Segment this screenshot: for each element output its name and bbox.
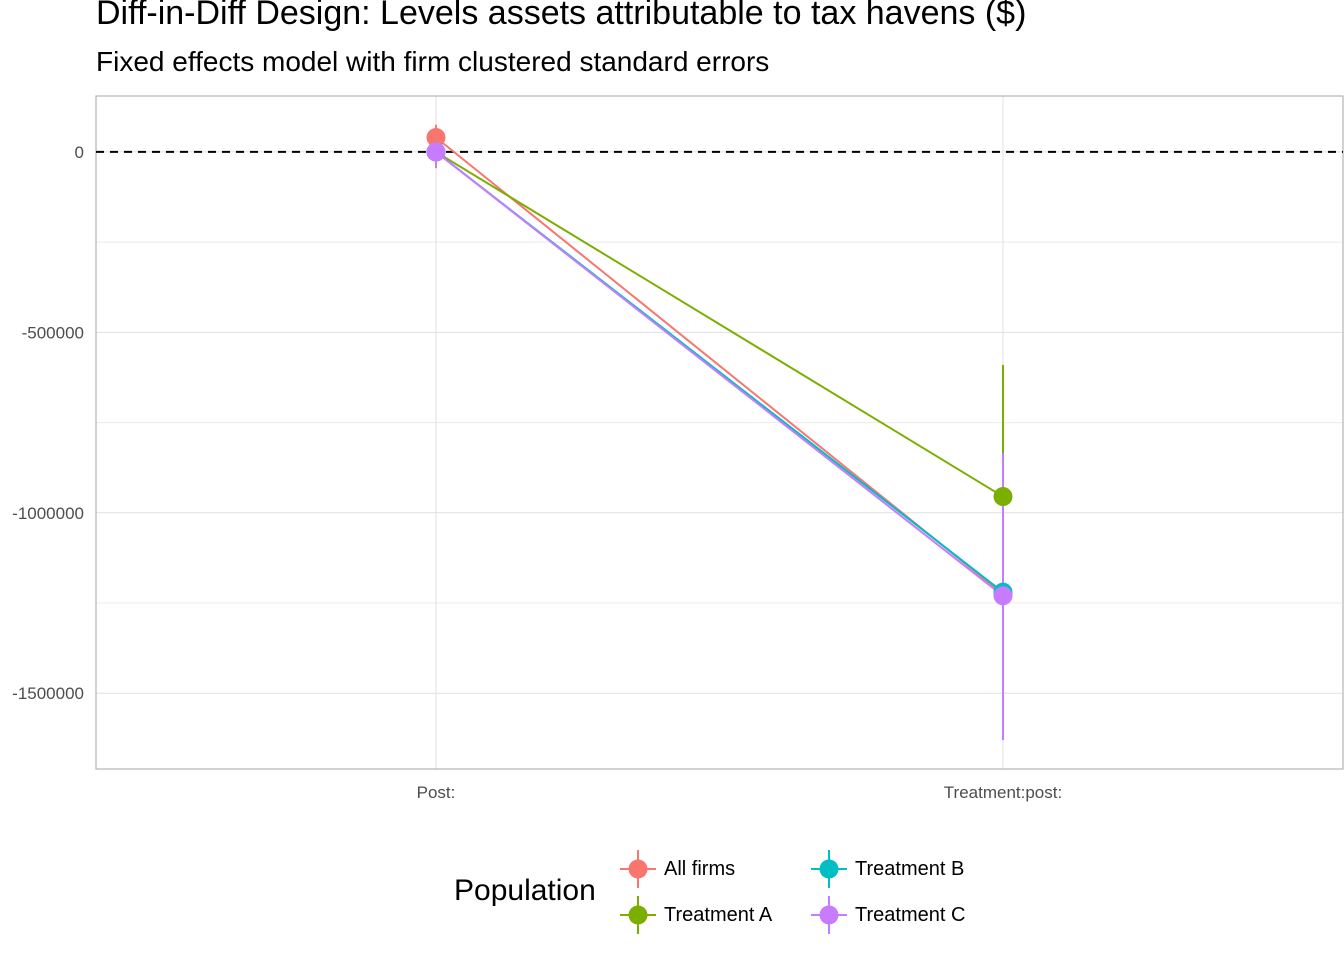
series-points bbox=[426, 142, 1013, 606]
data-point bbox=[993, 586, 1013, 606]
legend-item: Treatment C bbox=[809, 895, 965, 935]
series-all-firms bbox=[435, 124, 1004, 595]
legend-key-point bbox=[628, 905, 648, 925]
legend-label: All firms bbox=[664, 857, 736, 880]
legend-key-icon bbox=[620, 850, 656, 888]
legend: Population All firms Treatment A Treatment… bbox=[454, 846, 1014, 946]
series-treatment-a bbox=[435, 151, 1004, 625]
legend-title: Population bbox=[454, 874, 596, 907]
panel-border bbox=[95, 95, 1344, 770]
x-tick-label: Treatment:post: bbox=[944, 783, 1062, 802]
legend-label: Treatment A bbox=[664, 903, 773, 926]
plot-area: 0 -500000 -1000000 -1500000 Post: Treatment:p… bbox=[12, 95, 1344, 802]
y-tick-label: -500000 bbox=[22, 323, 84, 342]
legend-key-point bbox=[628, 859, 648, 879]
legend-key-icon bbox=[811, 850, 847, 888]
legend-key-point bbox=[819, 905, 839, 925]
y-tick-label: -1500000 bbox=[12, 684, 84, 703]
legend-key-point bbox=[819, 859, 839, 879]
legend-item: Treatment A bbox=[618, 895, 772, 935]
y-tick-label: -1000000 bbox=[12, 504, 84, 523]
legend-item: All firms bbox=[618, 849, 735, 889]
legend-key-icon bbox=[811, 896, 847, 934]
legend-label: Treatment C bbox=[855, 903, 966, 926]
series-line bbox=[435, 151, 1004, 498]
data-point bbox=[426, 142, 446, 162]
chart-title: Diff-in-Diff Design: Levels assets attri… bbox=[96, 0, 1027, 32]
series-treatment-c bbox=[435, 135, 1004, 741]
y-tick-label: 0 bbox=[75, 143, 84, 162]
data-point bbox=[426, 127, 446, 147]
x-tick-label: Post: bbox=[417, 783, 456, 802]
series-line bbox=[435, 151, 1004, 597]
legend-item: Treatment B bbox=[809, 849, 964, 889]
chart-subtitle: Fixed effects model with firm clustered … bbox=[96, 46, 770, 77]
data-point bbox=[993, 487, 1013, 507]
legend-label: Treatment B bbox=[855, 857, 965, 880]
legend-key-icon bbox=[620, 896, 656, 934]
